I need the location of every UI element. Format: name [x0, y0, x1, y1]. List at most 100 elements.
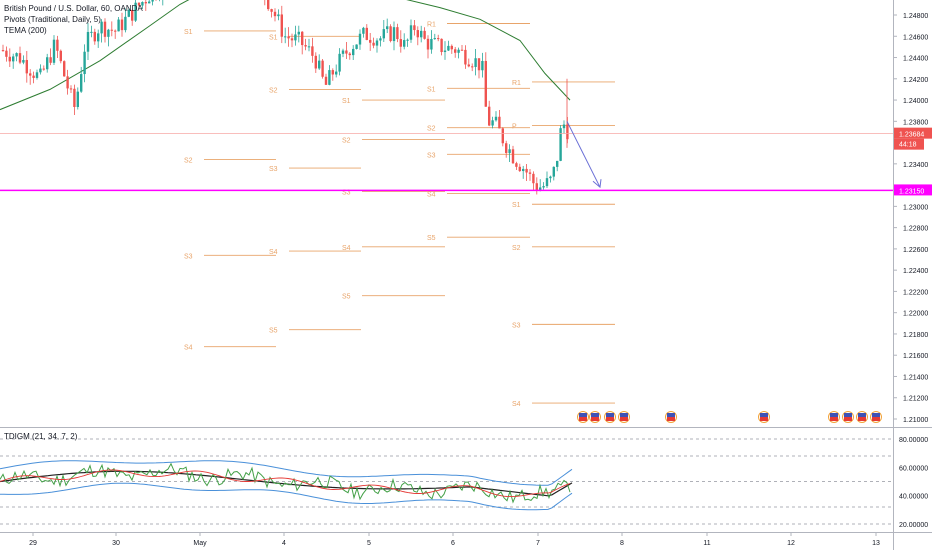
price-tick-label: 1.23800: [903, 119, 928, 126]
candle-body: [12, 56, 15, 62]
time-tick-label: 5: [367, 540, 371, 547]
candle-body: [365, 27, 368, 40]
candle-body: [369, 39, 372, 43]
candle-body: [566, 124, 569, 140]
symbol-title[interactable]: British Pound / U.S. Dollar, 60, OANDA: [4, 4, 143, 13]
candle-body: [528, 172, 532, 174]
axes: 1.24800 1.24600 1.24400 1.24200 1.24000 1.238…: [29, 13, 932, 547]
candle-body: [52, 39, 56, 63]
candle-body: [491, 120, 494, 126]
candle-body: [324, 76, 328, 85]
pivot-label: S1: [269, 34, 278, 41]
candle-body: [103, 21, 107, 37]
candle-body: [137, 2, 141, 6]
pivot-label: S2: [512, 245, 521, 252]
candle-body: [73, 88, 76, 107]
osc-signal-line: [0, 469, 571, 498]
osc-tick-label: 40.00000: [899, 494, 928, 501]
candle-body: [525, 168, 528, 173]
candle-body: [22, 59, 25, 63]
pivot-label: S5: [427, 235, 436, 242]
time-tick-label: 4: [282, 540, 286, 547]
price-tick-label: 1.21400: [903, 374, 928, 381]
osc-upper-band: [0, 460, 573, 486]
candle-body: [474, 58, 477, 67]
pivot-label: S3: [184, 253, 193, 260]
candle-body: [93, 31, 96, 42]
main-pane: [0, 0, 893, 427]
price-tick-label: 1.23400: [903, 162, 928, 169]
time-tick-label: 29: [29, 540, 37, 547]
candle-body: [406, 39, 409, 41]
candle-body: [426, 38, 430, 50]
tema-indicator-label[interactable]: TEMA (200): [4, 26, 47, 35]
flag-icon: [620, 417, 628, 421]
candle-body: [358, 33, 362, 45]
candle-body: [532, 173, 535, 184]
candle-body: [352, 48, 355, 56]
candle-body: [505, 143, 508, 153]
time-tick-label: 12: [787, 540, 795, 547]
candle-body: [110, 29, 113, 31]
candle-body: [556, 160, 559, 167]
flag-icon: [591, 417, 599, 421]
candle-body: [280, 14, 283, 37]
projection-arrowhead: [592, 179, 602, 189]
price-tick-label: 1.22800: [903, 226, 928, 233]
candle-body: [5, 50, 8, 57]
time-tick-label: May: [193, 540, 207, 547]
candle-body: [107, 29, 110, 37]
candle-body: [120, 19, 124, 31]
candle-body: [117, 19, 120, 32]
time-tick-label: 6: [451, 540, 455, 547]
candle-body: [66, 76, 69, 89]
candle-body: [49, 57, 52, 63]
pivot-label: S1: [427, 86, 436, 93]
price-tick-label: 1.23000: [903, 204, 928, 211]
candle-body: [284, 36, 287, 38]
event-icons[interactable]: [577, 411, 882, 423]
osc-fast-line: [0, 462, 571, 504]
candle-body: [335, 71, 338, 75]
candle-body: [488, 106, 491, 126]
pivot-label: S4: [427, 192, 436, 199]
price-tick-label: 1.22400: [903, 268, 928, 275]
candle-body: [1, 50, 5, 52]
price-tick-label: 1.24800: [903, 13, 928, 20]
price-tick-label: 1.24200: [903, 77, 928, 84]
pivot-label: S3: [342, 189, 351, 196]
time-tick-label: 11: [703, 540, 710, 547]
pivot-label: S5: [342, 294, 351, 301]
candle-body: [321, 60, 324, 77]
pivot-label: S2: [342, 137, 351, 144]
countdown-value: 44:18: [899, 142, 917, 149]
flag-icon: [872, 413, 880, 417]
candle-body: [539, 187, 542, 191]
candle-body: [355, 44, 358, 49]
candle-body: [134, 2, 137, 21]
candle-body: [515, 163, 518, 167]
candle-body: [311, 46, 314, 56]
pivot-label: S3: [427, 152, 436, 159]
pivot-label: S5: [269, 328, 278, 335]
candle-body: [409, 25, 413, 40]
pivot-label: S1: [512, 202, 521, 209]
candle-body: [545, 178, 549, 187]
candle-body: [542, 186, 545, 188]
price-tick-label: 1.21200: [903, 396, 928, 403]
candle-body: [287, 36, 290, 39]
candle-body: [562, 124, 566, 129]
candle-body: [331, 70, 334, 75]
candle-body: [46, 57, 49, 70]
pivots-indicator-label[interactable]: Pivots (Traditional, Daily, 5): [4, 15, 101, 24]
candle-body: [501, 128, 504, 144]
pivot-label: P: [512, 124, 517, 131]
candle-body: [270, 9, 273, 12]
candle-body: [338, 53, 341, 72]
candle-body: [559, 128, 562, 161]
candle-body: [59, 50, 62, 62]
candle-body: [511, 149, 515, 164]
oscillator-title[interactable]: TDIGM (21, 34, 7, 2): [4, 432, 78, 441]
candle-body: [549, 176, 552, 179]
